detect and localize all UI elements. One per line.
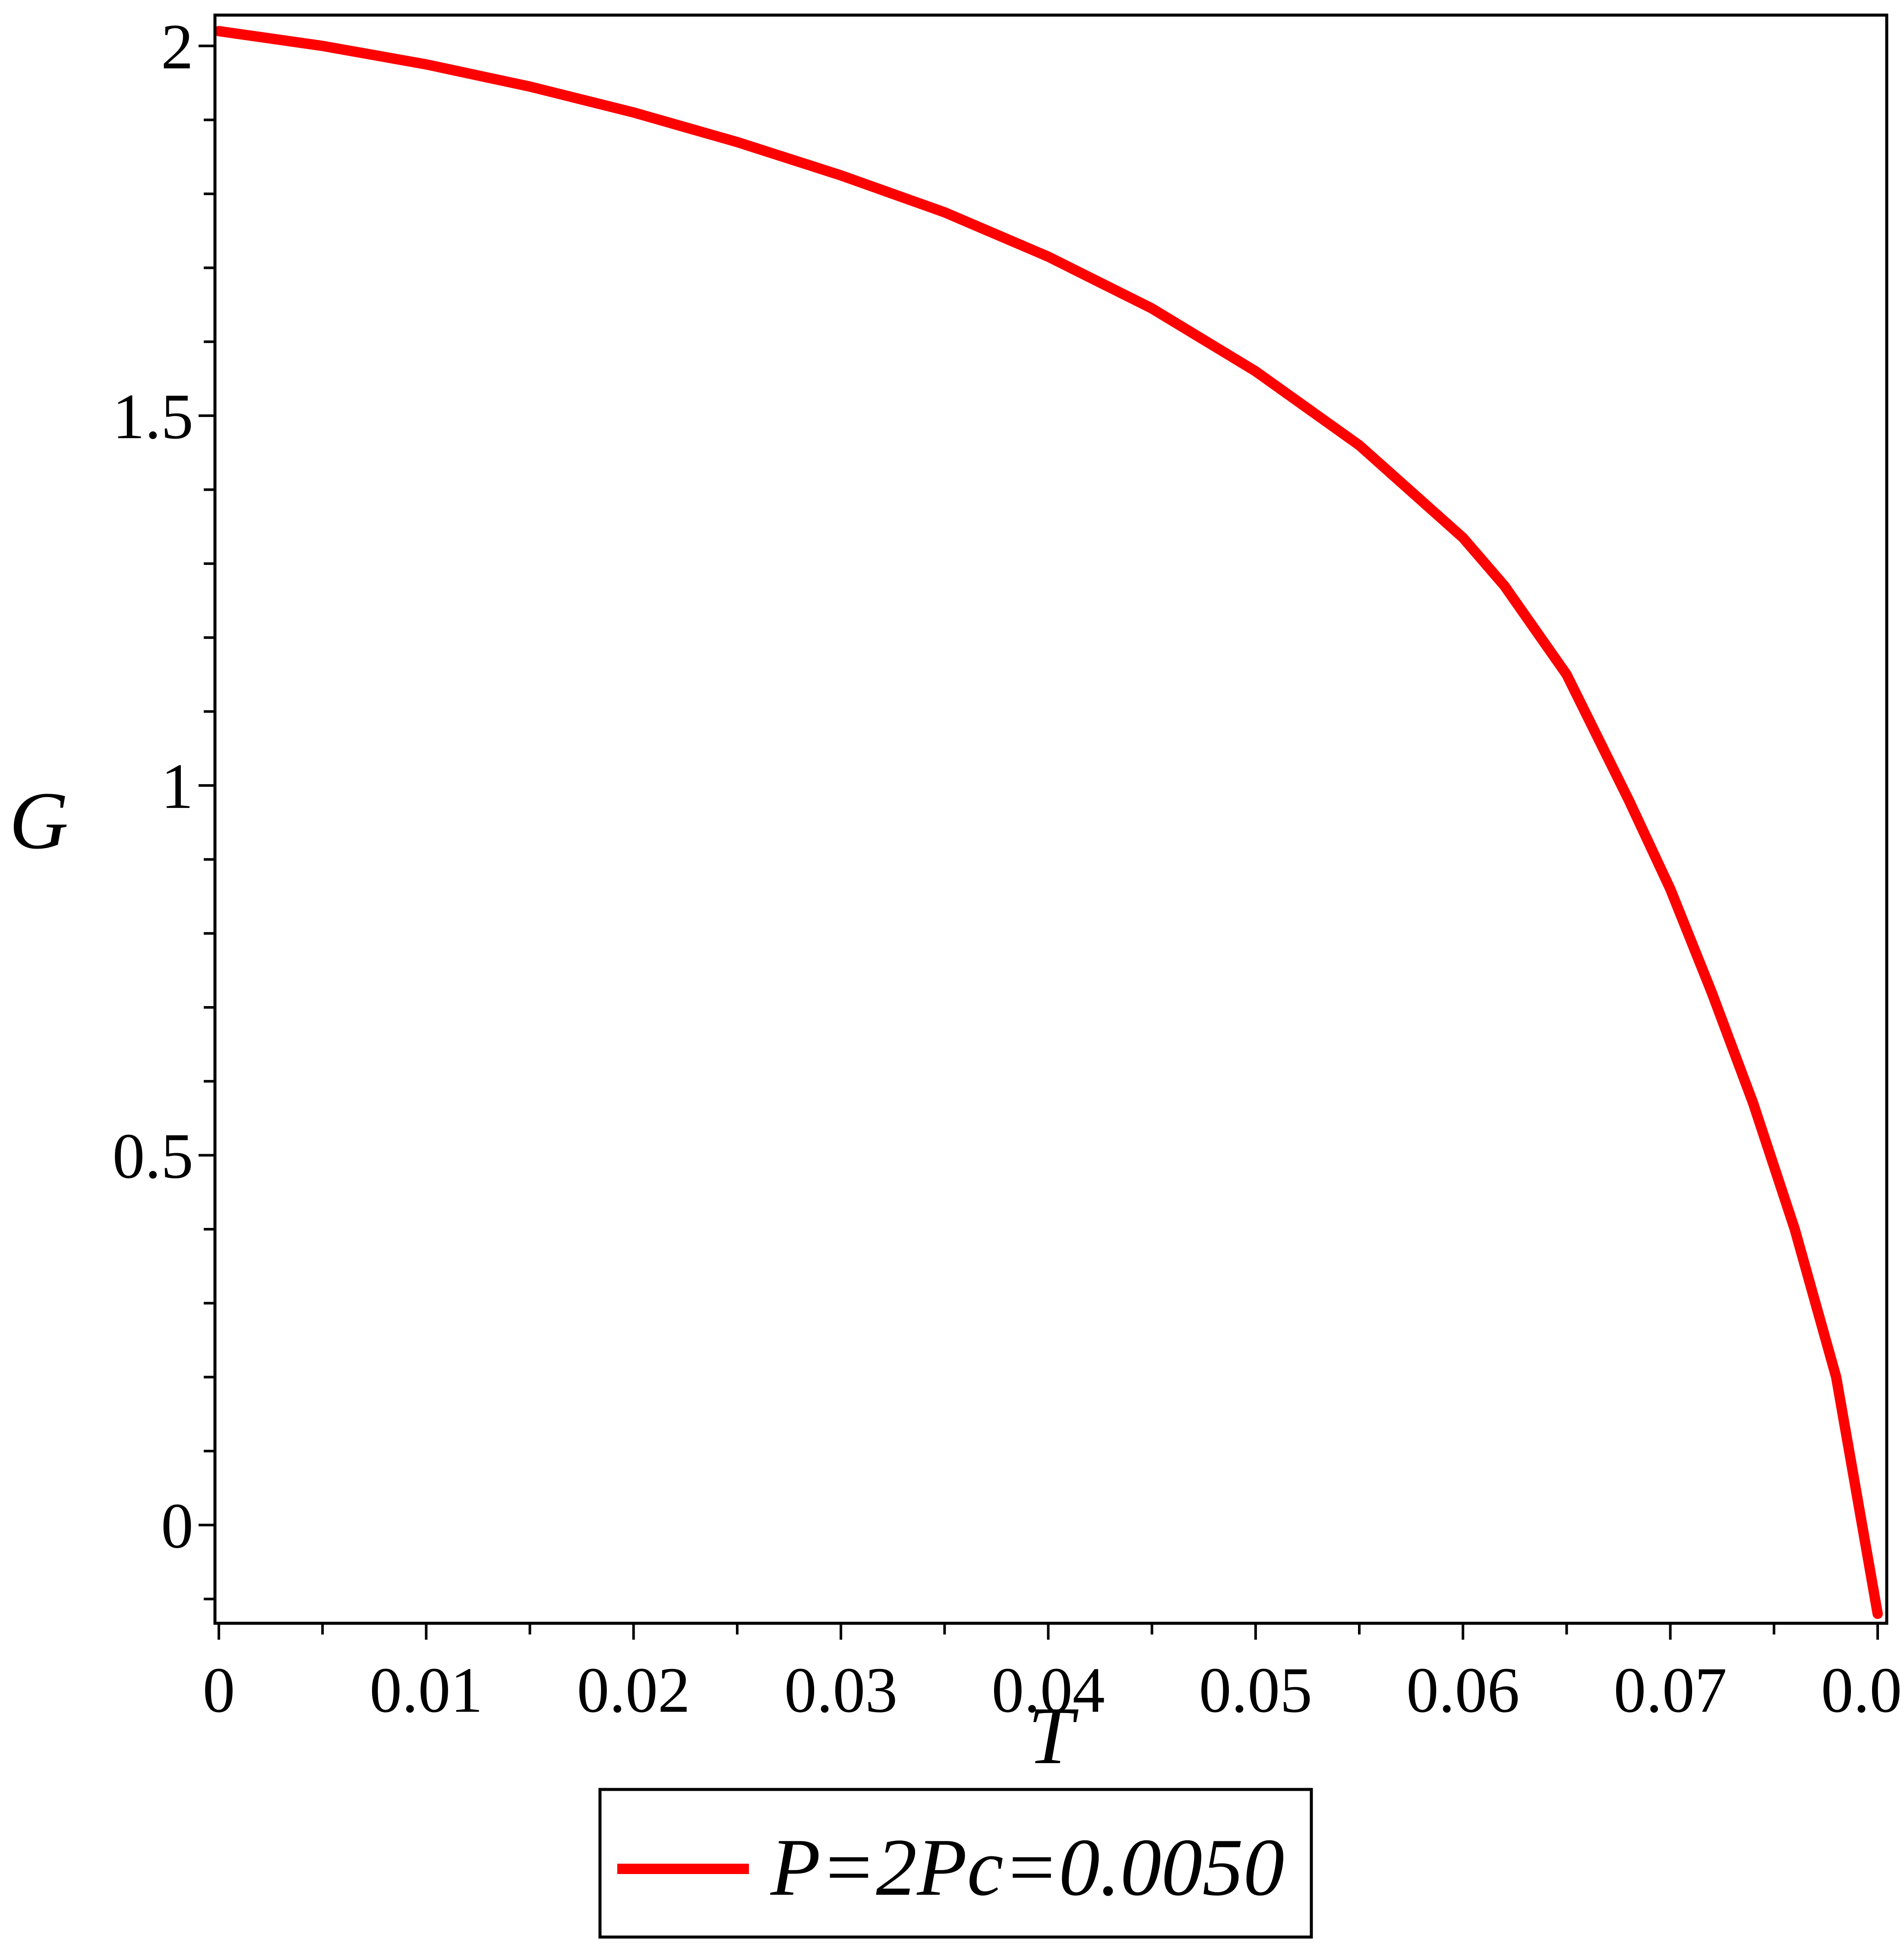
x-tick-label: 0.02 [577, 1654, 691, 1726]
axis-ticks [199, 44, 1879, 1640]
y-tick-label: 0.5 [113, 1120, 194, 1192]
y-tick-label: 1 [161, 751, 193, 822]
x-tick-label: 0.06 [1406, 1654, 1520, 1726]
x-tick-label: 0.08 [1821, 1654, 1904, 1726]
y-tick-label: 2 [161, 11, 193, 82]
x-tick-label: 0.04 [991, 1654, 1105, 1726]
legend-box [598, 1788, 1313, 1939]
x-axis-label: T [1028, 1691, 1079, 1781]
x-tick-label: 0 [203, 1654, 235, 1726]
x-tick-label: 0.03 [784, 1654, 898, 1726]
legend: P=2Pc=0.0050 [598, 1788, 1313, 1939]
y-tick-label: 1.5 [113, 381, 194, 452]
legend-label: P=2Pc=0.0050 [770, 1822, 1284, 1913]
series-line [214, 26, 1883, 1619]
x-tick-label: 0.01 [369, 1654, 483, 1726]
tick-labels: 0 0.01 0.02 0.03 0.04 0.05 0.06 0.07 0.08 0 0.5 1 1.… [113, 11, 1904, 1726]
y-tick-label: 0 [161, 1490, 193, 1562]
x-tick-label: 0.05 [1199, 1654, 1313, 1726]
x-tick-label: 0.07 [1614, 1654, 1727, 1726]
y-axis-label: G [9, 776, 68, 866]
plot-frame [213, 13, 1888, 1625]
